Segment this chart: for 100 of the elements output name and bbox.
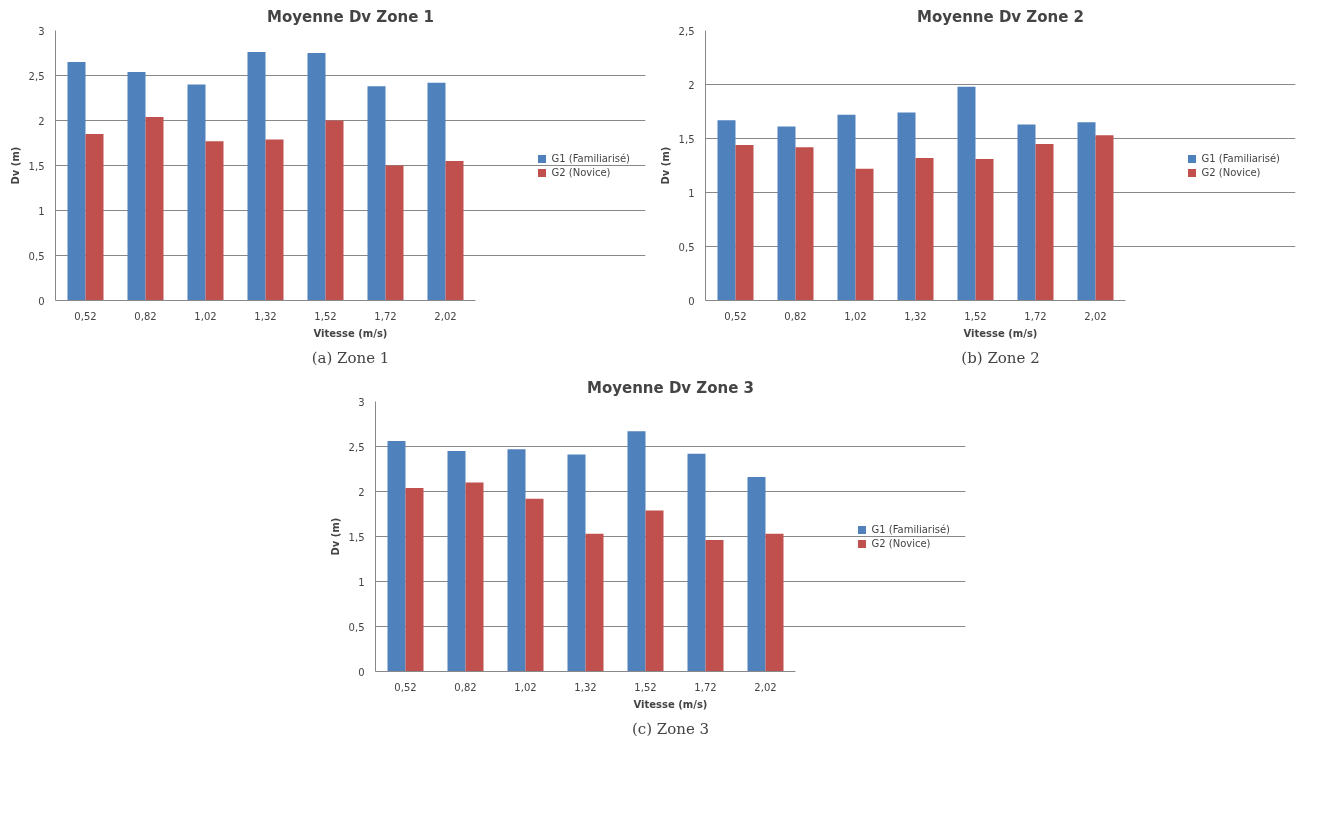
bar — [1017, 124, 1036, 301]
y-tick-label: 1 — [358, 576, 365, 588]
y-tick-label: 1,5 — [678, 133, 695, 145]
bar — [205, 141, 224, 301]
bar — [247, 52, 266, 301]
bar — [445, 161, 464, 301]
y-axis-title: Dv (m) — [9, 146, 21, 185]
x-axis-title: Vitesse (m/s) — [313, 327, 388, 339]
text: (a) Zone 1 — [311, 348, 390, 367]
x-axis-title: Vitesse (m/s) — [633, 698, 708, 710]
text: (b) Zone 2 — [961, 348, 1040, 367]
x-tick-label: 0,52 — [74, 310, 97, 322]
bar — [367, 86, 386, 301]
bar — [265, 139, 284, 301]
y-tick-label: 1,5 — [348, 531, 365, 543]
bar — [127, 71, 146, 301]
x-tick-label: 1,32 — [254, 310, 277, 322]
y-tick-label: 1,5 — [28, 160, 45, 172]
y-tick-label: 2,5 — [678, 25, 695, 37]
bar — [705, 540, 724, 672]
bar — [747, 477, 766, 672]
y-tick-label: 1 — [688, 187, 695, 199]
bar — [405, 487, 424, 672]
y-tick-label: 2 — [358, 486, 365, 498]
bar — [735, 144, 754, 301]
y-tick-label: 0,5 — [28, 250, 45, 262]
x-tick-label: 1,52 — [314, 310, 337, 322]
bar — [975, 159, 994, 301]
y-tick-label: 3 — [38, 25, 45, 37]
x-tick-label: 0,82 — [134, 310, 157, 322]
y-tick-label: 0 — [688, 295, 695, 307]
bar — [525, 498, 544, 672]
bar — [145, 116, 164, 301]
x-tick-label: 0,52 — [394, 681, 417, 693]
y-tick-label: 2 — [38, 115, 45, 127]
bar — [465, 482, 484, 672]
x-tick-label: 1,02 — [194, 310, 217, 322]
bar — [897, 112, 916, 301]
bar — [957, 86, 976, 301]
legend-label: G1 (Familiarisé) — [1201, 152, 1280, 164]
bar — [1077, 122, 1096, 301]
bar — [307, 53, 326, 301]
bar — [645, 510, 664, 672]
y-tick-label: 0,5 — [348, 621, 365, 633]
bar — [85, 134, 104, 301]
x-tick-label: 2,02 — [754, 681, 777, 693]
legend-label: G2 (Novice) — [551, 166, 611, 178]
bar — [387, 441, 406, 672]
bar — [765, 533, 784, 672]
bar — [567, 454, 586, 672]
x-tick-label: 1,52 — [634, 681, 657, 693]
bar — [427, 82, 446, 301]
bar — [855, 168, 874, 301]
bar — [187, 84, 206, 301]
chart-title: Moyenne Dv Zone 2 — [916, 7, 1085, 26]
chart-title: Moyenne Dv Zone 3 — [586, 378, 755, 397]
y-axis-title: Dv (m) — [659, 146, 671, 185]
x-tick-label: 1,32 — [904, 310, 927, 322]
text: (c) Zone 3 — [631, 719, 710, 738]
bar — [1095, 135, 1114, 301]
legend-label: G1 (Familiarisé) — [551, 152, 630, 164]
bar — [717, 120, 736, 301]
y-tick-label: 0 — [38, 295, 45, 307]
x-tick-label: 1,72 — [374, 310, 397, 322]
y-tick-label: 3 — [358, 396, 365, 408]
bar — [627, 431, 646, 672]
x-tick-label: 1,02 — [844, 310, 867, 322]
x-tick-label: 1,72 — [694, 681, 717, 693]
bar — [67, 62, 86, 301]
bar — [585, 533, 604, 672]
y-tick-label: 2,5 — [28, 70, 45, 82]
bar — [777, 126, 796, 301]
bar — [325, 120, 344, 301]
x-tick-label: 1,02 — [514, 681, 537, 693]
x-axis-title: Vitesse (m/s) — [963, 327, 1038, 339]
y-axis-title: Dv (m) — [329, 517, 341, 556]
x-tick-label: 2,02 — [1084, 310, 1107, 322]
y-tick-label: 0,5 — [678, 241, 695, 253]
bar — [687, 453, 706, 672]
x-tick-label: 1,72 — [1024, 310, 1047, 322]
x-tick-label: 0,52 — [724, 310, 747, 322]
y-tick-label: 2,5 — [348, 441, 365, 453]
x-tick-label: 0,82 — [784, 310, 807, 322]
legend-label: G2 (Novice) — [871, 537, 931, 549]
y-tick-label: 1 — [38, 205, 45, 217]
legend-label: G2 (Novice) — [1201, 166, 1261, 178]
chart-title: Moyenne Dv Zone 1 — [266, 7, 435, 26]
x-tick-label: 0,82 — [454, 681, 477, 693]
x-tick-label: 2,02 — [434, 310, 457, 322]
bar — [915, 157, 934, 301]
y-tick-label: 2 — [688, 79, 695, 91]
bar — [507, 449, 526, 672]
bar — [795, 147, 814, 301]
legend-label: G1 (Familiarisé) — [871, 523, 950, 535]
bar — [385, 165, 404, 301]
bar — [1035, 143, 1054, 301]
y-tick-label: 0 — [358, 666, 365, 678]
bar — [447, 451, 466, 672]
x-tick-label: 1,32 — [574, 681, 597, 693]
x-tick-label: 1,52 — [964, 310, 987, 322]
